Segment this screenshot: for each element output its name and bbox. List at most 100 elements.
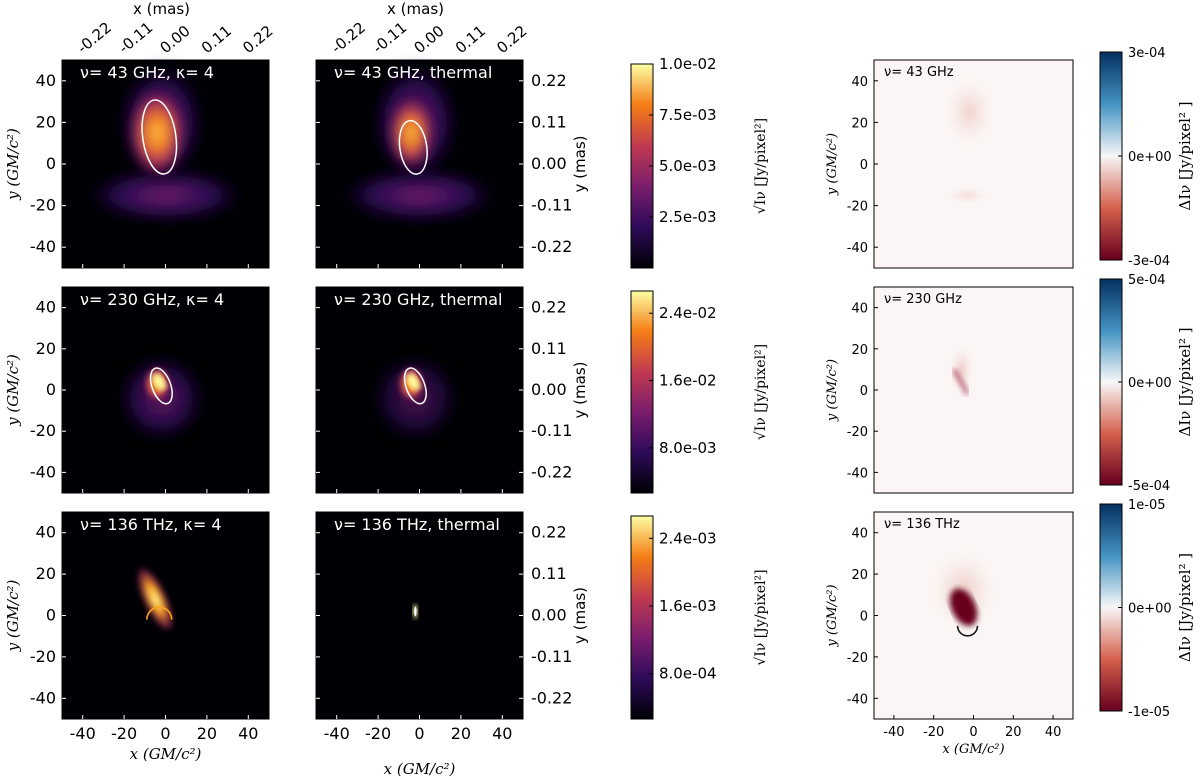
colorbar-tick-label: 1e-05 xyxy=(1128,498,1166,513)
colorbar: 5e-04 0e+00 -5e-04 ΔIν [Jy/pixel² ] xyxy=(1099,273,1194,494)
y-tick-label: 40 xyxy=(36,71,56,90)
x-tick-label: -20 xyxy=(365,724,391,743)
beam-ellipse xyxy=(403,367,427,405)
x-axis-label: x (GM/c²) xyxy=(130,745,202,763)
emission-core xyxy=(128,87,187,179)
colorbar-tick-label: -5e-04 xyxy=(1128,479,1170,494)
diff-structure xyxy=(945,76,994,148)
y-tick-label: 0 xyxy=(46,154,56,173)
top-x-tick-label: -0.11 xyxy=(369,18,410,57)
colorbar-tick-label: 8.0e-03 xyxy=(659,439,717,457)
top-x-tick-label: 0.00 xyxy=(157,22,194,57)
x-tick-label: 0 xyxy=(160,724,170,743)
y-tick-label: 40 xyxy=(851,75,868,90)
colorbar-tick-label: 1.6e-03 xyxy=(659,597,717,615)
y-tick-label: -40 xyxy=(30,688,56,707)
emission-disk xyxy=(336,166,503,225)
colorbar-tick-label: 1.0e-02 xyxy=(659,55,717,73)
right-y-tick-label: 0.00 xyxy=(531,606,567,625)
top-x-tick-label: 0.11 xyxy=(452,22,489,57)
right-y-axis-label: y (mas) xyxy=(571,362,589,419)
x-axis-label: x (GM/c²) xyxy=(384,760,456,778)
x-tick-label: 40 xyxy=(238,724,258,743)
panel-title: ν= 136 THz, thermal xyxy=(334,515,500,534)
colorbar-label: √Iν [Jy/pixel²] xyxy=(753,569,769,665)
y-tick-label: 0 xyxy=(860,158,868,173)
y-axis-label: y (GM/c²) xyxy=(825,359,840,422)
colorbar: 3e-04 0e+00 -3e-04 ΔIν [Jy/pixel² ] xyxy=(1099,46,1194,269)
y-tick-label: -20 xyxy=(30,647,56,666)
panel: ν= 43 GHz, thermal-0.22 -0.11 0.00 0.11 0.22… xyxy=(315,18,589,269)
colorbar-gradient xyxy=(630,515,654,720)
panel-title: ν= 230 GHz, thermal xyxy=(334,290,502,309)
y-tick-label: 40 xyxy=(851,527,868,542)
colorbar-label: √Iν [Jy/pixel²] xyxy=(753,344,769,440)
y-tick-label: 0 xyxy=(860,610,868,625)
y-tick-label: -20 xyxy=(847,200,868,215)
top-x-tick-label: -0.22 xyxy=(74,18,115,57)
colorbar-tick-label: -3e-04 xyxy=(1128,254,1170,269)
colorbar-tick-label: 5.0e-03 xyxy=(659,157,717,175)
panel-title: ν= 43 GHz, thermal xyxy=(334,63,492,82)
right-y-tick-label: -0.11 xyxy=(531,421,572,440)
y-tick-label: 20 xyxy=(851,343,868,358)
y-tick-label: 20 xyxy=(36,112,56,131)
panel-title: ν= 136 THz xyxy=(884,517,960,532)
diff-structure xyxy=(943,189,992,202)
y-tick-label: -20 xyxy=(30,421,56,440)
panel: ν= 43 GHz 40 20 0 -20 -40 y (GM/c²) xyxy=(825,59,1074,269)
y-tick-label: -40 xyxy=(30,462,56,481)
y-tick-label: 40 xyxy=(36,298,56,317)
colorbar-tick-label: 0e+00 xyxy=(1128,376,1172,391)
x-tick-label: -40 xyxy=(70,724,96,743)
panel: ν= 230 GHz, κ= 4 40 20 0 -20 -40 y (GM/c²) xyxy=(4,286,270,494)
panel: ν= 43 GHz, κ= 4 40 20 0 -20 -40 -0.22 -0.11 0.00… xyxy=(4,18,276,269)
y-axis-label: y (GM/c²) xyxy=(825,133,840,196)
emission-spot xyxy=(414,606,417,617)
top-x-tick-label: -0.22 xyxy=(328,18,369,57)
y-tick-label: 40 xyxy=(36,523,56,542)
beam-ellipse xyxy=(149,367,173,405)
x-tick-label: -20 xyxy=(111,724,137,743)
colorbar-tick-label: 0e+00 xyxy=(1128,150,1172,165)
panel: ν= 230 GHz, thermal 0.22 0.11 0.00 -0.11 -0.2… xyxy=(315,286,589,494)
y-tick-label: -20 xyxy=(847,651,868,666)
y-axis-label: y (GM/c²) xyxy=(4,354,22,427)
panel-title: ν= 43 GHz, κ= 4 xyxy=(80,63,214,82)
y-tick-label: -40 xyxy=(30,237,56,256)
colorbar-tick-label: 1.6e-02 xyxy=(659,372,717,390)
colorbar-tick-label: 2.4e-02 xyxy=(659,304,717,322)
panel-title: ν= 43 GHz xyxy=(884,65,954,80)
top-x-axis-label: x (mas) xyxy=(133,0,190,18)
panel: ν= 136 THz, κ= 4 40 20 0 -20 -40 -40 -20 0 20 40 y … xyxy=(4,511,270,763)
x-tick-label: 0 xyxy=(414,724,424,743)
emission-peak xyxy=(152,373,166,391)
colorbar-tick-label: 8.0e-04 xyxy=(659,665,717,683)
right-y-tick-label: 0.22 xyxy=(531,523,567,542)
right-y-tick-label: 0.11 xyxy=(531,564,567,583)
y-tick-label: -40 xyxy=(847,241,868,256)
x-tick-label: 20 xyxy=(451,724,471,743)
x-tick-label: 40 xyxy=(492,724,512,743)
diff-peak xyxy=(949,588,978,626)
y-tick-label: 0 xyxy=(46,380,56,399)
panel-title: ν= 230 GHz, κ= 4 xyxy=(80,290,224,309)
y-tick-label: -20 xyxy=(847,425,868,440)
panel: ν= 230 GHz 40 20 0 -20 -40 y (GM/c²) xyxy=(825,286,1074,494)
x-axis-label: x (GM/c²) xyxy=(942,742,1004,757)
right-y-tick-label: 0.11 xyxy=(531,112,567,131)
y-tick-label: 0 xyxy=(860,384,868,399)
colorbar-label: √Iν [Jy/pixel²] xyxy=(753,118,769,214)
top-x-axis-label: x (mas) xyxy=(387,0,444,18)
colorbar: 2.4e-03 1.6e-03 8.0e-04 √Iν [Jy/pixel²] xyxy=(630,515,769,720)
colorbar: 1e-05 0e+00 -1e-05 ΔIν [Jy/pixel² ] xyxy=(1099,498,1194,720)
panel: ν= 136 THz, thermal -40 -20 0 20 40 0.22 0.11 0.… xyxy=(315,511,589,778)
x-tick-label: 40 xyxy=(1045,725,1062,740)
top-x-tick-label: 0.22 xyxy=(493,22,530,57)
y-tick-label: 20 xyxy=(36,564,56,583)
colorbar-gradient xyxy=(630,290,654,494)
right-y-tick-label: 0.11 xyxy=(531,339,567,358)
right-y-tick-label: 0.22 xyxy=(531,71,567,90)
colorbar-tick-label: 2.4e-03 xyxy=(659,529,717,547)
colorbar-tick-label: 2.5e-03 xyxy=(659,208,717,226)
